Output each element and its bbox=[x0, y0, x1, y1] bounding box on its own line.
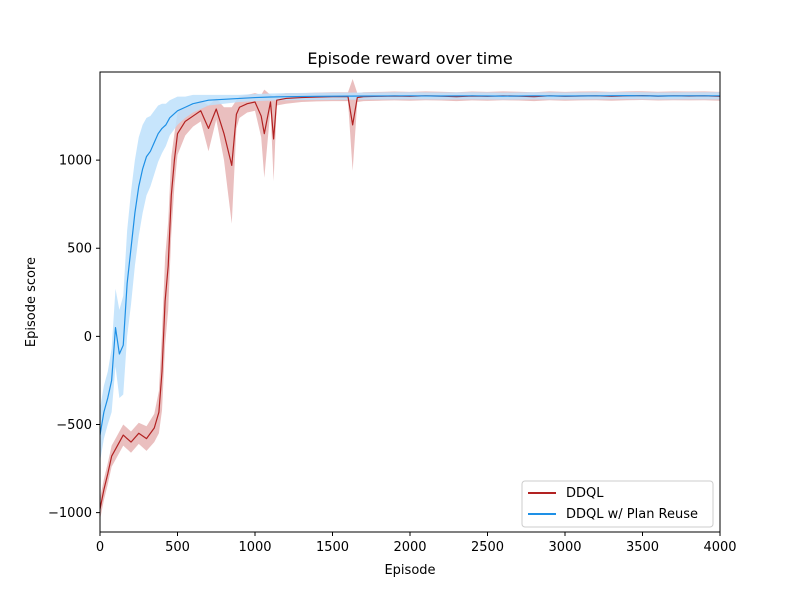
y-axis-label: Episode score bbox=[24, 257, 39, 347]
legend-box bbox=[521, 480, 714, 528]
x-tick-label: 500 bbox=[165, 540, 190, 555]
x-axis-label: Episode bbox=[384, 563, 435, 578]
x-tick-label: 1500 bbox=[316, 540, 349, 555]
y-tick-label: 1000 bbox=[59, 154, 92, 169]
series-line-1 bbox=[100, 95, 720, 436]
y-tick-label: 0 bbox=[84, 330, 92, 345]
y-tick-label: −1000 bbox=[48, 506, 92, 521]
y-tick-label: −500 bbox=[56, 418, 92, 433]
legend: DDQL DDQL w/ Plan Reuse bbox=[521, 480, 714, 528]
x-tick-label: 0 bbox=[96, 540, 104, 555]
y-axis: −1000 −500 0 500 1000 bbox=[48, 154, 100, 521]
x-tick-label: 3000 bbox=[548, 540, 581, 555]
x-tick-label: 2000 bbox=[393, 540, 426, 555]
x-tick-label: 2500 bbox=[471, 540, 504, 555]
legend-label-ddql-plan-reuse: DDQL w/ Plan Reuse bbox=[566, 507, 698, 522]
x-tick-label: 4000 bbox=[703, 540, 736, 555]
series-layer bbox=[100, 79, 720, 520]
chart-title: Episode reward over time bbox=[307, 49, 512, 68]
x-tick-label: 1000 bbox=[238, 540, 271, 555]
y-tick-label: 500 bbox=[67, 242, 92, 257]
x-tick-label: 3500 bbox=[626, 540, 659, 555]
x-axis: 0 500 1000 1500 2000 2500 3000 3500 4000 bbox=[96, 532, 737, 555]
legend-label-ddql: DDQL bbox=[566, 486, 604, 501]
